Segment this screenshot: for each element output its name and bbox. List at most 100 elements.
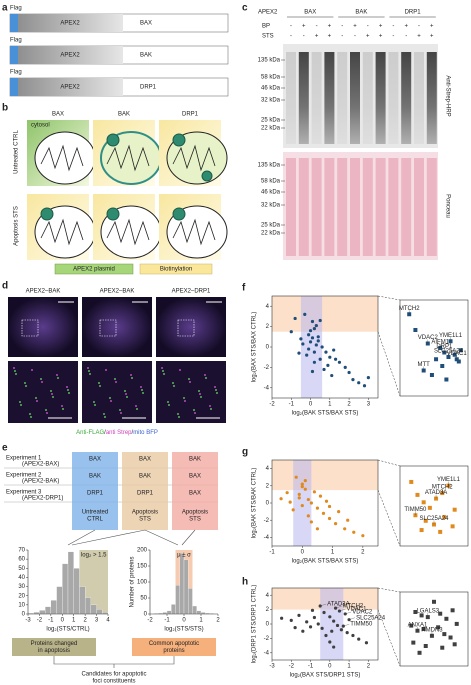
inset-point — [442, 515, 447, 520]
data-point — [312, 490, 316, 494]
decoration — [18, 46, 123, 64]
decoration — [132, 638, 216, 656]
decoration — [200, 396, 202, 398]
decoration — [426, 158, 437, 256]
decoration — [172, 207, 186, 221]
bp-sign: + — [379, 24, 383, 30]
decoration — [99, 319, 117, 337]
y-axis-label: log₂(BAK STS/BAK CTRL) — [252, 468, 258, 539]
row-label: Untreated CTRL — [14, 129, 20, 173]
sts-sign: + — [315, 34, 319, 40]
decoration — [82, 361, 152, 423]
histogram-bar — [96, 609, 103, 615]
highlight-band — [272, 460, 378, 491]
decoration — [139, 263, 213, 275]
data-point — [357, 637, 361, 641]
inset-label: MTCH2 — [432, 485, 453, 491]
decoration — [177, 413, 179, 415]
decoration — [362, 158, 373, 256]
flow-box-text: in apoptosis — [38, 648, 70, 654]
legend-entry: APEX2 plasmid — [73, 267, 115, 273]
inset-point — [452, 352, 457, 357]
x-tick-label: 1 — [328, 402, 332, 408]
decoration — [375, 52, 386, 144]
decoration — [401, 52, 412, 144]
y-tick-label: 200 — [137, 548, 148, 554]
decoration — [98, 382, 100, 384]
construct-name: BAK — [140, 53, 152, 59]
inset-point — [411, 640, 416, 645]
histogram-bar — [196, 610, 202, 615]
decoration — [172, 452, 218, 530]
data-point — [322, 610, 326, 615]
histogram-bar — [166, 610, 172, 615]
legend-part: anti Strep — [106, 430, 132, 436]
inset-label: VDAC1 — [447, 351, 468, 357]
legend-entry: Biotinylation — [160, 267, 192, 273]
inset-point — [432, 599, 436, 604]
data-point — [330, 629, 334, 633]
highlight-band — [300, 296, 323, 398]
table-cell: BAK — [139, 474, 151, 480]
table-cell: BAX — [139, 457, 151, 463]
inset-point — [452, 642, 457, 647]
histogram-bar — [62, 563, 69, 615]
inset-point — [409, 623, 414, 628]
decoration — [320, 603, 327, 607]
sts-sign: + — [430, 34, 434, 40]
bp-sign: + — [404, 24, 408, 30]
decoration — [179, 369, 181, 371]
decoration — [388, 52, 399, 144]
data-point — [328, 355, 332, 359]
decoration — [18, 78, 123, 96]
data-point — [307, 347, 311, 351]
histogram-bar — [56, 586, 63, 615]
x-tick-label: 1 — [72, 618, 76, 624]
decoration — [172, 382, 174, 384]
column-label: Apoptosis — [182, 510, 208, 516]
decoration — [172, 218, 216, 246]
legend-part: / — [104, 430, 106, 436]
decoration — [18, 14, 123, 32]
x-tick-label: 0 — [301, 550, 305, 556]
decoration — [324, 52, 335, 144]
data-point — [322, 367, 326, 372]
decoration — [66, 386, 68, 388]
inset-point — [438, 529, 443, 534]
decoration — [286, 158, 296, 256]
sts-sign: + — [417, 34, 421, 40]
decoration — [142, 392, 144, 394]
table-cell: BAX — [189, 474, 201, 480]
inset-label: AIFM1 — [431, 340, 449, 346]
data-point — [337, 360, 342, 364]
sts-sign: + — [328, 34, 332, 40]
decoration — [183, 397, 185, 399]
decoration — [209, 405, 211, 407]
sts-sign: - — [354, 34, 356, 40]
histogram-bar — [175, 585, 180, 615]
construct-apex: APEX2 — [60, 21, 80, 27]
decoration — [45, 409, 47, 411]
column-label: STS — [189, 517, 201, 523]
x-tick-label: 0 — [309, 402, 313, 408]
decoration — [136, 408, 138, 410]
y-axis-label: Number of proteins — [130, 556, 136, 607]
decoration — [214, 386, 216, 388]
sts-sign: - — [341, 34, 343, 40]
construct-apex: APEX2 — [60, 53, 80, 59]
x-tick-label: -2 — [147, 618, 153, 624]
inset-label: ATAD3A — [425, 490, 447, 496]
decoration — [10, 46, 18, 64]
decoration — [168, 404, 170, 406]
x-tick-label: 2 — [347, 402, 351, 408]
data-point — [351, 633, 355, 638]
data-point — [305, 353, 309, 357]
data-point — [297, 492, 301, 496]
decoration — [375, 158, 386, 256]
histogram-bar — [39, 610, 46, 615]
blot-label: Ponceau — [444, 194, 450, 218]
y-axis-label: log₂(BAX STS/BAX CTRL) — [252, 312, 258, 383]
data-point — [334, 522, 338, 526]
decoration — [414, 52, 424, 144]
